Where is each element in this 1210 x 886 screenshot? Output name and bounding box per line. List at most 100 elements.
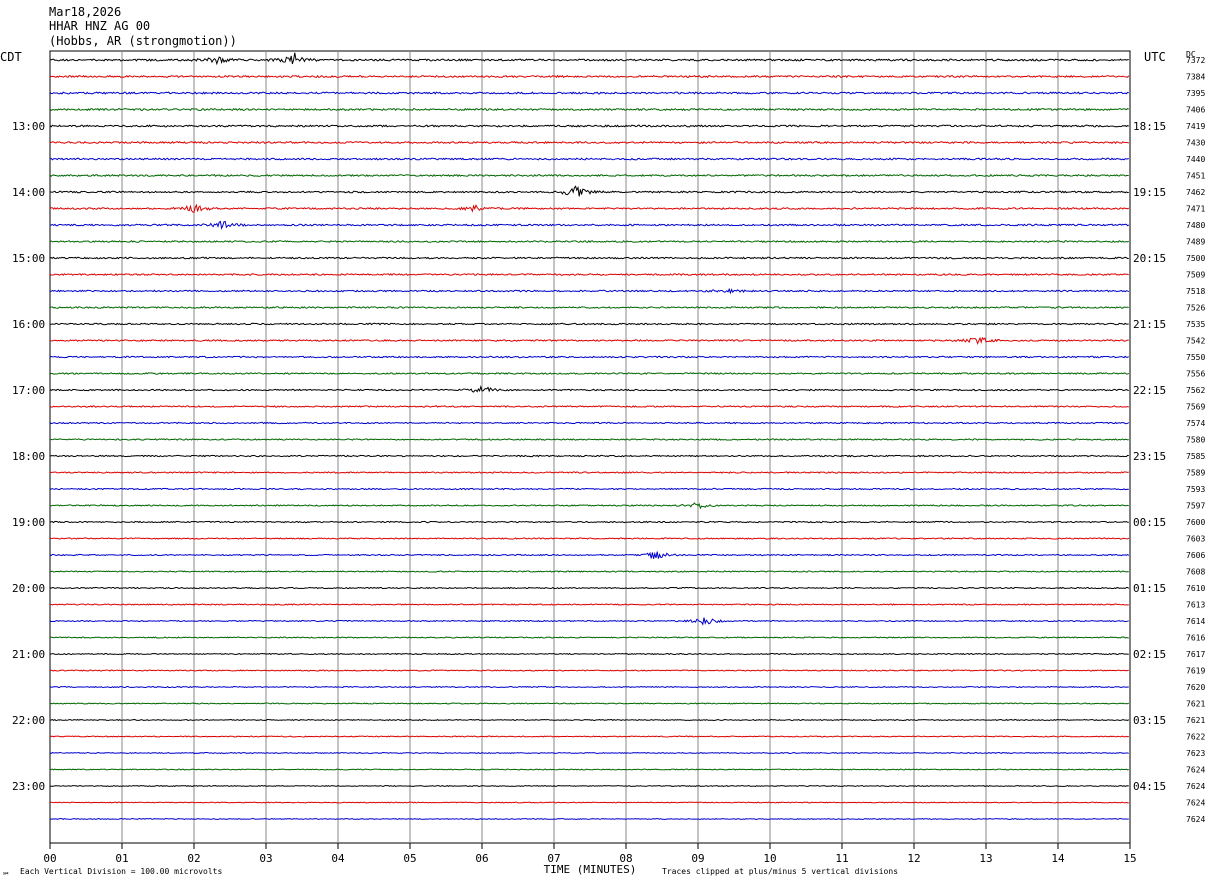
- trace-line: [49, 735, 1129, 738]
- dc-offset-label: 7550: [1186, 353, 1205, 362]
- dc-offset-label: 7471: [1186, 205, 1205, 214]
- dc-offset-label: 7440: [1186, 155, 1205, 164]
- trace-line: [49, 421, 1130, 425]
- trace-line: [49, 203, 1130, 213]
- right-hour-label: 02:15: [1133, 648, 1166, 661]
- dc-offset-label: 7419: [1186, 122, 1205, 131]
- trace-line: [49, 107, 1130, 112]
- plot-frame: [49, 50, 1131, 844]
- dc-offset-label: 7603: [1186, 535, 1205, 544]
- trace-line: [49, 570, 1129, 573]
- left-hour-label: 17:00: [12, 384, 45, 397]
- trace-line: [49, 636, 1129, 639]
- trace-line: [49, 306, 1129, 309]
- right-hour-label: 18:15: [1133, 120, 1166, 133]
- trace-line: [49, 669, 1129, 672]
- dc-offset-label: 7593: [1186, 485, 1205, 494]
- x-tick-label: 12: [907, 852, 920, 865]
- trace-line: [49, 603, 1129, 606]
- dc-offset-label: 7451: [1186, 172, 1205, 181]
- dc-offset-label: 7395: [1186, 89, 1205, 98]
- right-hour-label: 03:15: [1133, 714, 1166, 727]
- dc-offset-label: 7585: [1186, 452, 1205, 461]
- right-hour-label: 00:15: [1133, 516, 1166, 529]
- trace-line: [49, 537, 1130, 540]
- dc-offset-label: 7621: [1186, 716, 1205, 725]
- trace-line: [49, 617, 1129, 626]
- right-hour-label: 20:15: [1133, 252, 1166, 265]
- trace-line: [49, 487, 1129, 491]
- trace-line: [49, 438, 1129, 441]
- trace-line: [49, 405, 1129, 408]
- trace-line: [49, 185, 1129, 197]
- trace-line: [49, 751, 1129, 755]
- trace-line: [49, 173, 1129, 178]
- trace-line: [49, 768, 1129, 771]
- trace-line: [49, 586, 1130, 590]
- corner-mark: ℠: [2, 871, 10, 880]
- x-tick-label: 14: [1051, 852, 1065, 865]
- trace-line: [49, 124, 1130, 128]
- dc-offset-label: 7619: [1186, 667, 1205, 676]
- trace-line: [49, 322, 1129, 326]
- trace-line: [49, 652, 1129, 656]
- left-hour-label: 21:00: [12, 648, 45, 661]
- dc-offset-label: 7569: [1186, 403, 1205, 412]
- dc-offset-label: 7556: [1186, 370, 1205, 379]
- dc-offset-label: 7574: [1186, 419, 1205, 428]
- trace-line: [49, 91, 1129, 95]
- left-hour-label: 19:00: [12, 516, 45, 529]
- dc-offset-label: 7600: [1186, 518, 1205, 527]
- dc-offset-label: 7542: [1186, 337, 1205, 346]
- dc-offset-label: 7620: [1186, 683, 1205, 692]
- x-tick-label: 07: [547, 852, 560, 865]
- x-tick-label: 04: [331, 852, 345, 865]
- x-tick-label: 06: [475, 852, 488, 865]
- dc-offset-label: 7617: [1186, 650, 1205, 659]
- x-tick-label: 11: [835, 852, 848, 865]
- x-tick-label: 00: [43, 852, 56, 865]
- trace-line: [49, 801, 1129, 804]
- dc-label: DC: [1186, 50, 1196, 59]
- left-hour-label: 20:00: [12, 582, 45, 595]
- dc-offset-label: 7430: [1186, 139, 1205, 148]
- trace-line: [49, 74, 1130, 79]
- x-tick-label: 01: [115, 852, 128, 865]
- trace-line: [49, 140, 1129, 145]
- header-location: (Hobbs, AR (strongmotion)): [49, 34, 237, 48]
- dc-offset-label: 7480: [1186, 221, 1205, 230]
- trace-line: [49, 718, 1130, 722]
- dc-offset-label: 7624: [1186, 766, 1205, 775]
- x-tick-label: 02: [187, 852, 200, 865]
- dc-offset-label: 7384: [1186, 73, 1205, 82]
- header-date: Mar18,2026: [49, 5, 121, 19]
- left-hour-label: 23:00: [12, 780, 45, 793]
- x-axis-label: TIME (MINUTES): [544, 863, 637, 876]
- trace-line: [49, 239, 1130, 244]
- dc-offset-label: 7562: [1186, 386, 1205, 395]
- header-station: HHAR HNZ AG 00: [49, 19, 150, 33]
- left-hour-label: 16:00: [12, 318, 45, 331]
- trace-line: [49, 520, 1129, 524]
- x-tick-label: 15: [1123, 852, 1136, 865]
- left-hour-label: 18:00: [12, 450, 45, 463]
- left-hour-label: 22:00: [12, 714, 45, 727]
- trace-line: [49, 157, 1130, 161]
- dc-offset-label: 7535: [1186, 320, 1205, 329]
- dc-offset-label: 7580: [1186, 436, 1205, 445]
- left-hour-label: 15:00: [12, 252, 45, 265]
- dc-offset-label: 7526: [1186, 304, 1205, 313]
- dc-offset-label: 7608: [1186, 568, 1205, 577]
- dc-offset-label: 7406: [1186, 106, 1205, 115]
- right-hour-label: 23:15: [1133, 450, 1166, 463]
- x-tick-label: 05: [403, 852, 416, 865]
- trace-line: [49, 784, 1129, 787]
- dc-offset-label: 7624: [1186, 799, 1205, 808]
- right-hour-label: 22:15: [1133, 384, 1166, 397]
- trace-line: [49, 702, 1130, 705]
- trace-line: [49, 355, 1129, 359]
- left-hour-label: 14:00: [12, 186, 45, 199]
- left-zone-label: CDT: [0, 50, 22, 64]
- dc-offset-label: 7372: [1186, 56, 1205, 65]
